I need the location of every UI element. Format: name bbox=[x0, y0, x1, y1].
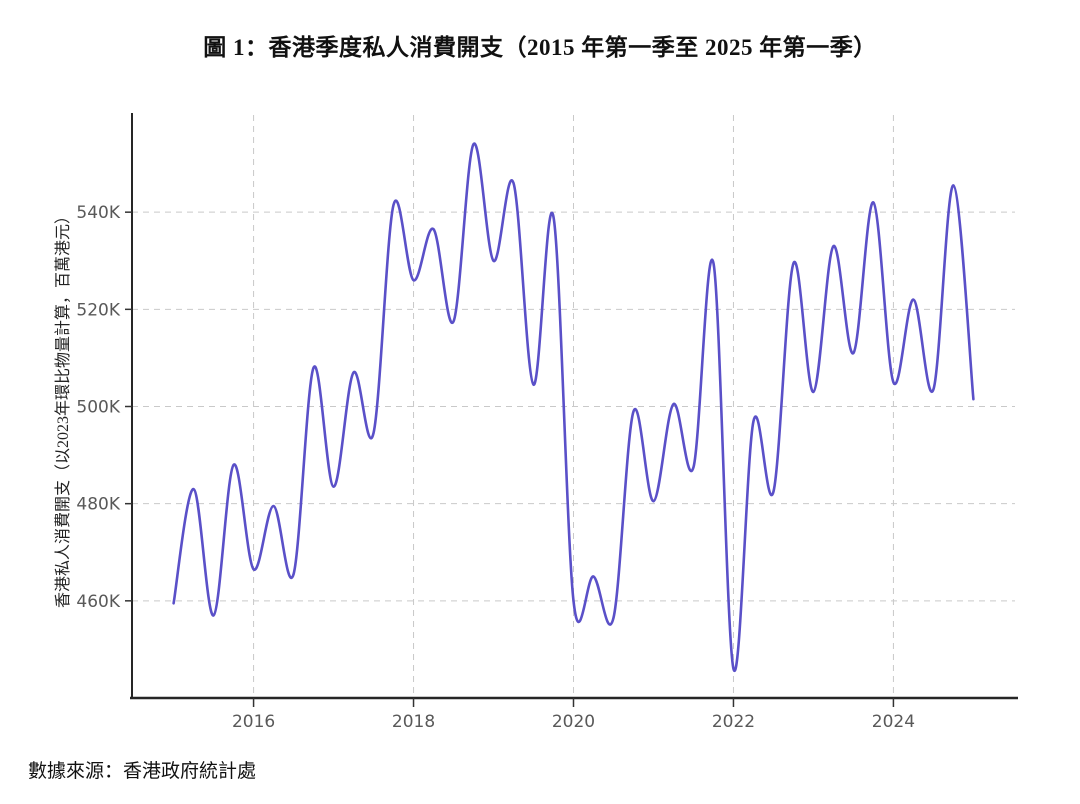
source-note: 數據來源：香港政府統計處 bbox=[28, 761, 257, 782]
y-tick-label: 460K bbox=[76, 592, 120, 612]
x-tick-label: 2024 bbox=[872, 712, 915, 732]
y-tick-label: 500K bbox=[76, 398, 120, 418]
x-tick-label: 2020 bbox=[552, 712, 595, 732]
y-axis-label: 香港私人消費開支（以2023年環比物量計算，百萬港元） bbox=[55, 207, 72, 609]
y-tick-label: 540K bbox=[76, 203, 120, 223]
y-tick-label: 520K bbox=[76, 300, 120, 320]
x-tick-label: 2018 bbox=[392, 712, 435, 732]
x-tick-label: 2016 bbox=[232, 712, 275, 732]
y-tick-label: 480K bbox=[76, 495, 120, 515]
consumption-data-line bbox=[172, 142, 975, 673]
chart-title: 圖 1：香港季度私人消費開支（2015 年第一季至 2025 年第一季） bbox=[203, 35, 877, 60]
x-tick-label: 2022 bbox=[712, 712, 755, 732]
